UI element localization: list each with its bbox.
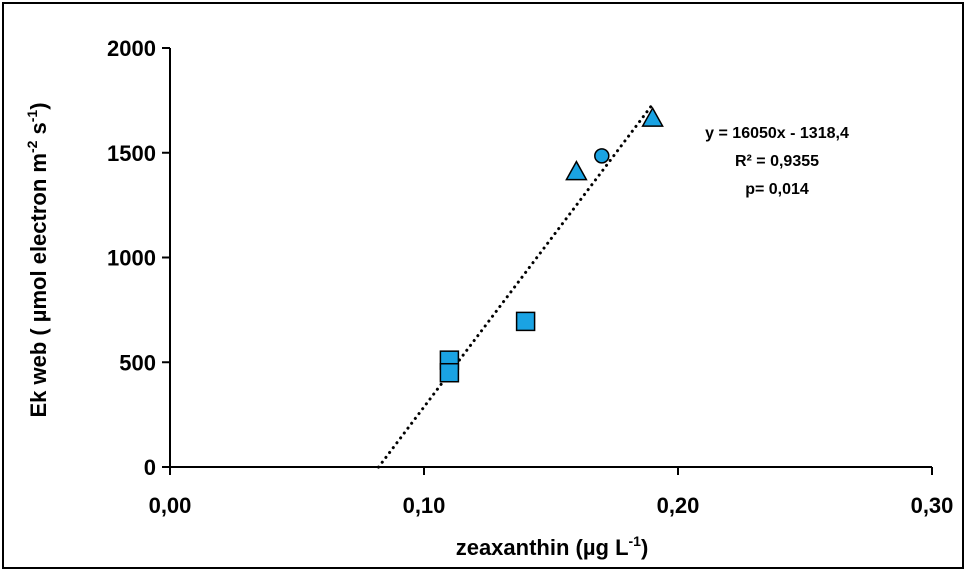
p-value-label: p= 0,014 <box>745 181 809 198</box>
data-point-triangle <box>641 106 664 127</box>
y-axis-title-mid: s <box>26 122 51 140</box>
y-tick-label: 1500 <box>107 141 156 166</box>
tick-labels: 0 500 1000 1500 2000 0,00 0,10 0,20 0,30 <box>107 36 953 518</box>
y-axis-title-sup2: -1 <box>24 110 40 123</box>
y-tick-label: 0 <box>144 455 156 480</box>
y-axis-title: Ek web ( µmol electron m-2 s-1) <box>24 102 51 417</box>
x-axis-title-end: ) <box>641 535 648 560</box>
data-point-square <box>515 311 536 332</box>
trendline <box>377 103 654 469</box>
y-tick-label: 1000 <box>107 246 156 271</box>
x-tick-label: 0,10 <box>403 493 446 518</box>
axes <box>169 48 932 468</box>
trendline-group <box>377 103 654 469</box>
data-point-triangle <box>565 160 588 181</box>
y-axis-title-end: ) <box>26 102 51 109</box>
equation-label: y = 16050x - 1318,4 <box>705 125 849 142</box>
x-axis-title: zeaxanthin (µg L-1) <box>456 533 649 560</box>
y-tick-label: 2000 <box>107 36 156 61</box>
data-points <box>439 106 664 383</box>
x-axis-title-sup: -1 <box>629 533 642 549</box>
x-tick-label: 0,30 <box>911 493 954 518</box>
x-tick-label: 0,00 <box>149 493 192 518</box>
data-point-circle <box>594 148 610 164</box>
y-tick-label: 500 <box>119 350 156 375</box>
r-squared-label: R² = 0,9355 <box>735 153 819 170</box>
data-point-square <box>439 362 460 383</box>
y-axis-title-sup1: -2 <box>24 140 40 153</box>
x-tick-label: 0,20 <box>657 493 700 518</box>
ticks <box>162 47 933 475</box>
